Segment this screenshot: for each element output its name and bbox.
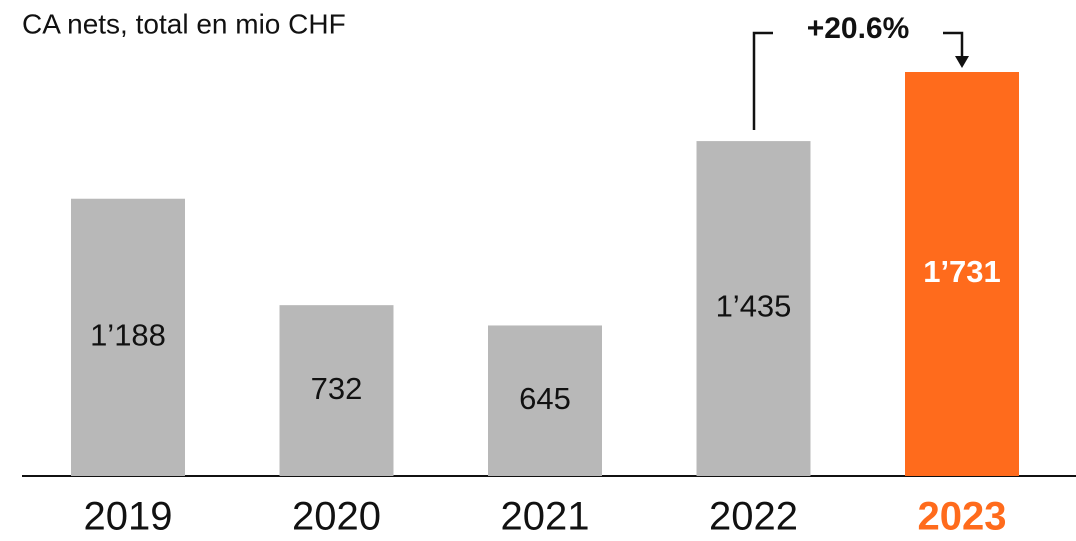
bar	[488, 325, 602, 476]
value-label: 1’435	[716, 289, 792, 324]
bracket-right	[943, 31, 964, 58]
growth-bracket	[752, 31, 964, 130]
value-label: 1’188	[90, 318, 166, 353]
value-label: 645	[519, 381, 571, 416]
growth-annotation: +20.6%	[807, 12, 910, 45]
bar	[696, 141, 811, 476]
bar	[279, 305, 394, 476]
bar	[71, 198, 185, 476]
bar	[905, 72, 1019, 476]
x-tick-label: 2019	[84, 495, 173, 539]
value-label: 732	[311, 371, 363, 406]
x-tick-label: 2023	[918, 495, 1007, 539]
chart-title: CA nets, total en mio CHF	[22, 8, 346, 39]
x-tick-label: 2020	[292, 495, 381, 539]
value-label: 1’731	[923, 254, 1001, 289]
bracket-arrow	[955, 56, 969, 68]
bracket-left	[752, 31, 773, 130]
x-tick-label: 2021	[501, 495, 590, 539]
x-tick-label: 2022	[709, 495, 798, 539]
